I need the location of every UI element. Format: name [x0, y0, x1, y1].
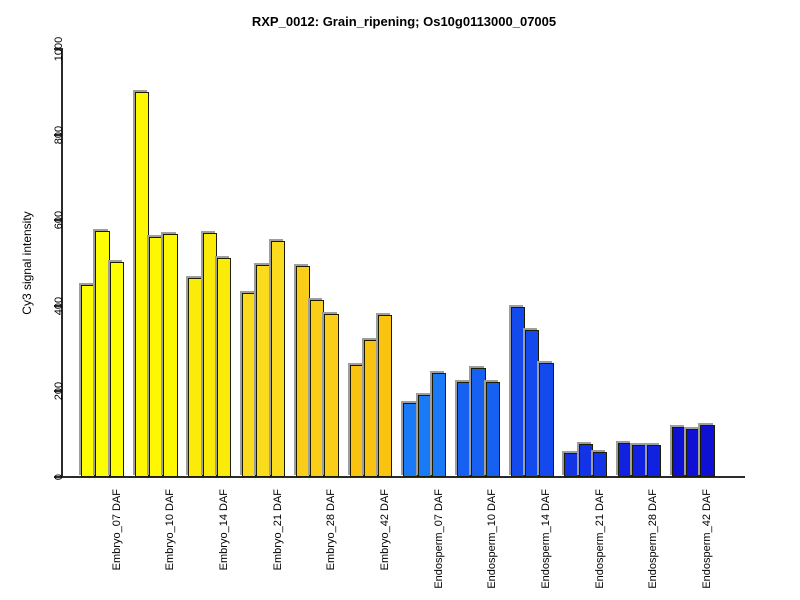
bar-embryo-42-daf-2: [363, 340, 379, 477]
bar-embryo-42-daf-1: [349, 365, 364, 477]
bar-endosperm-42-daf-3: [700, 424, 715, 477]
x-axis-label: Endosperm_28 DAF: [647, 489, 660, 589]
y-tick-mark: [54, 48, 61, 50]
x-axis-label: Embryo_28 DAF: [325, 489, 338, 571]
bar-embryo-28-daf-2: [310, 300, 325, 477]
bar-endosperm-21-daf-2: [578, 444, 593, 477]
bar-endosperm-28-daf-1: [618, 442, 633, 477]
y-tick-label: 200: [53, 382, 65, 401]
x-axis-label: Embryo_07 DAF: [110, 489, 123, 571]
bar-embryo-10-daf-2: [149, 237, 164, 477]
bar-endosperm-07-daf-2: [417, 395, 432, 477]
bar-embryo-21-daf-1: [242, 292, 257, 477]
x-axis-label: Endosperm_21 DAF: [593, 489, 606, 589]
y-tick-label: 1000: [53, 36, 65, 62]
bar-endosperm-10-daf-3: [485, 381, 500, 477]
x-axis-label: Endosperm_42 DAF: [701, 489, 714, 589]
bar-endosperm-10-daf-2: [471, 367, 486, 477]
bar-endosperm-14-daf-2: [524, 330, 540, 477]
bar-endosperm-42-daf-2: [686, 428, 701, 477]
bar-endosperm-28-daf-2: [632, 444, 647, 477]
x-axis-label: Endosperm_10 DAF: [486, 489, 499, 589]
x-axis-label: Embryo_10 DAF: [164, 489, 177, 571]
x-axis-label: Embryo_21 DAF: [271, 489, 284, 571]
y-tick-mark: [54, 219, 61, 222]
y-axis-line: [61, 48, 63, 478]
bar-endosperm-28-daf-3: [646, 444, 661, 477]
y-tick-mark: [54, 390, 61, 393]
x-axis-label: Embryo_14 DAF: [217, 489, 230, 571]
bar-embryo-07-daf-3: [109, 261, 124, 477]
y-tick-mark: [54, 133, 61, 136]
bar-embryo-14-daf-1: [188, 277, 203, 477]
y-tick-label: 800: [53, 125, 65, 144]
bar-embryo-07-daf-1: [81, 285, 96, 477]
x-axis-line: [61, 476, 745, 478]
bar-embryo-07-daf-2: [95, 230, 110, 477]
y-tick-label: 0: [53, 473, 65, 481]
y-tick-mark: [54, 304, 61, 307]
y-tick-label: 400: [53, 296, 65, 315]
bar-embryo-42-daf-3: [378, 314, 393, 477]
bar-endosperm-21-daf-1: [564, 453, 579, 477]
bar-endosperm-07-daf-3: [431, 372, 447, 477]
bar-endosperm-14-daf-3: [539, 363, 554, 477]
bar-embryo-28-daf-3: [324, 314, 339, 477]
bar-endosperm-21-daf-3: [592, 452, 608, 477]
bar-embryo-28-daf-1: [295, 266, 311, 477]
x-axis-label: Endosperm_14 DAF: [540, 489, 553, 589]
bar-embryo-10-daf-3: [163, 234, 178, 477]
bar-embryo-14-daf-2: [202, 233, 218, 477]
x-axis-label: Embryo_42 DAF: [378, 489, 391, 571]
x-axis-label: Endosperm_07 DAF: [432, 489, 445, 589]
y-axis-label: Cy3 signal intensity: [20, 211, 34, 315]
bar-endosperm-10-daf-1: [456, 381, 472, 477]
bar-endosperm-07-daf-1: [403, 402, 418, 477]
bar-endosperm-14-daf-1: [510, 306, 525, 477]
chart-title: RXP_0012: Grain_ripening; Os10g0113000_0…: [251, 14, 557, 29]
bar-embryo-21-daf-3: [270, 240, 286, 477]
bar-embryo-10-daf-1: [134, 91, 150, 477]
bar-embryo-14-daf-3: [217, 257, 232, 477]
bar-endosperm-42-daf-1: [671, 426, 687, 477]
y-tick-label: 600: [53, 211, 65, 230]
bar-embryo-21-daf-2: [256, 265, 271, 477]
y-tick-mark: [54, 476, 61, 478]
